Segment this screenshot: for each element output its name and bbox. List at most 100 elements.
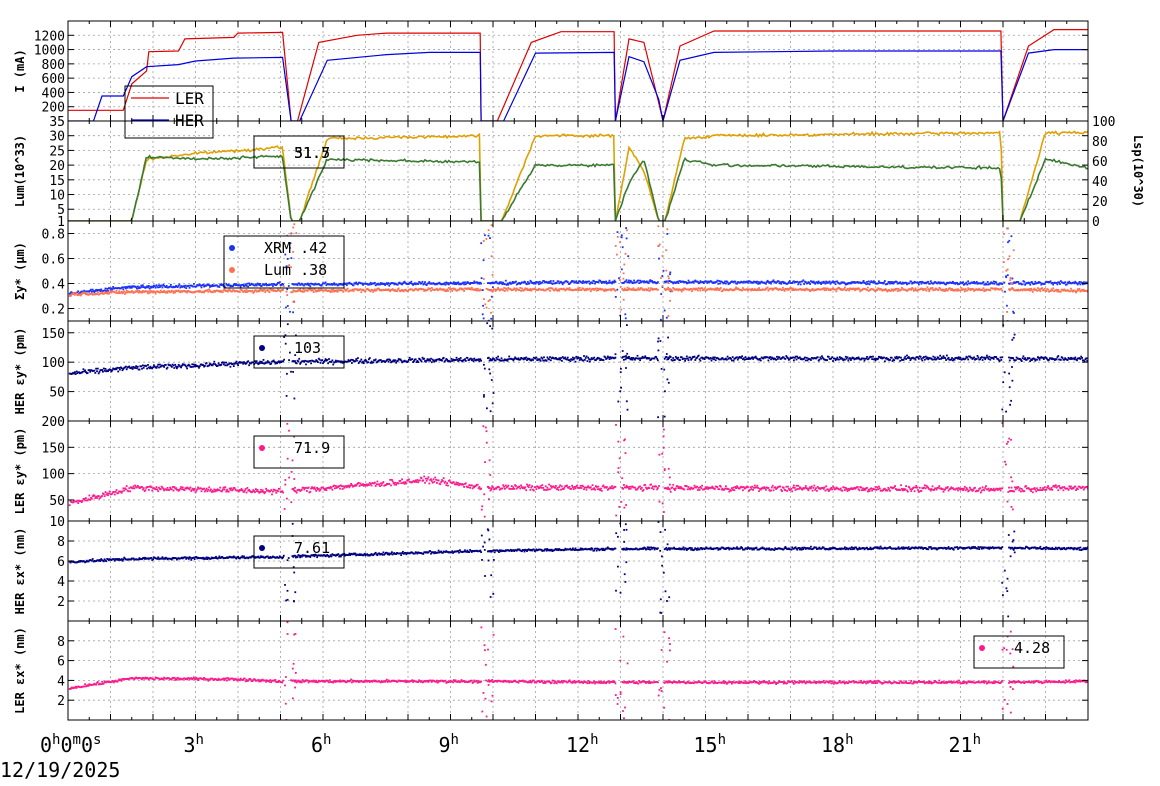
data-point <box>660 319 662 321</box>
data-point <box>360 288 362 290</box>
data-point <box>228 491 230 493</box>
data-point <box>246 285 248 287</box>
data-point <box>896 288 898 290</box>
data-point <box>511 485 513 487</box>
data-point <box>541 358 543 360</box>
data-point <box>552 283 554 285</box>
data-point <box>1076 359 1078 361</box>
data-point <box>286 373 288 375</box>
data-point <box>669 272 671 274</box>
legend-label: Lum .38 <box>264 261 327 279</box>
data-point <box>627 255 629 257</box>
data-point <box>1004 371 1006 373</box>
y-tick-label: 5 <box>57 203 65 218</box>
data-point <box>541 487 543 489</box>
data-point <box>1000 357 1002 359</box>
data-point <box>193 364 195 366</box>
data-point <box>623 484 625 486</box>
data-point <box>585 357 587 359</box>
data-point <box>566 485 568 487</box>
panel-4-data <box>69 322 1090 422</box>
data-point <box>152 286 154 288</box>
data-point <box>620 309 622 311</box>
data-point <box>1085 357 1087 359</box>
data-point <box>1040 282 1042 284</box>
data-point <box>375 359 377 361</box>
data-point <box>920 281 922 283</box>
data-point <box>796 356 798 358</box>
data-point <box>655 356 657 358</box>
data-point <box>117 492 119 494</box>
data-point <box>480 289 482 291</box>
data-point <box>598 486 600 488</box>
data-point <box>1013 249 1015 251</box>
data-point <box>378 483 380 485</box>
data-point <box>571 485 573 487</box>
data-point <box>476 290 478 292</box>
data-point <box>457 360 459 362</box>
data-point <box>292 371 294 373</box>
data-point <box>900 357 902 359</box>
data-point <box>960 357 962 359</box>
data-point <box>1059 283 1061 285</box>
data-point <box>622 350 624 352</box>
y-tick-label: 0.4 <box>42 278 66 293</box>
data-point <box>394 359 396 361</box>
data-point <box>190 366 192 368</box>
data-point <box>265 283 267 285</box>
data-point <box>224 486 226 488</box>
data-point <box>915 359 917 361</box>
data-point <box>331 289 333 291</box>
data-point <box>960 289 962 291</box>
data-point <box>304 360 306 362</box>
data-point <box>427 289 429 291</box>
y-tick-label: 0.8 <box>42 228 65 243</box>
data-point <box>731 360 733 362</box>
data-point <box>874 358 876 360</box>
data-point <box>741 290 743 292</box>
data-point <box>575 361 577 363</box>
data-point <box>275 490 277 492</box>
data-point <box>109 287 111 289</box>
data-point <box>240 286 242 288</box>
data-point <box>316 487 318 489</box>
data-point <box>600 488 602 490</box>
data-point <box>1067 359 1069 361</box>
data-point <box>128 487 130 489</box>
data-point <box>583 355 585 357</box>
data-point <box>1017 281 1019 283</box>
data-point <box>351 484 353 486</box>
data-point <box>185 285 187 287</box>
data-point <box>799 357 801 359</box>
data-point <box>255 362 257 364</box>
data-point <box>905 358 907 360</box>
data-point <box>1029 284 1031 286</box>
data-point <box>202 284 204 286</box>
data-point <box>1047 289 1049 291</box>
data-point <box>495 360 497 362</box>
data-point <box>146 368 148 370</box>
data-point <box>134 367 136 369</box>
data-point <box>785 358 787 360</box>
data-point <box>938 289 940 291</box>
data-point <box>136 288 138 290</box>
data-point <box>834 281 836 283</box>
data-point <box>828 356 830 358</box>
data-point <box>744 359 746 361</box>
data-point <box>767 356 769 358</box>
data-point <box>455 359 457 361</box>
data-point <box>155 488 157 490</box>
data-point <box>661 275 663 277</box>
data-point <box>859 288 861 290</box>
data-point <box>925 356 927 358</box>
data-point <box>927 286 929 288</box>
data-point <box>639 280 641 282</box>
data-point <box>609 280 611 282</box>
data-point <box>567 357 569 359</box>
data-point <box>142 284 144 286</box>
data-point <box>351 362 353 364</box>
data-point <box>167 367 169 369</box>
data-point <box>121 291 123 293</box>
data-point <box>529 282 531 284</box>
